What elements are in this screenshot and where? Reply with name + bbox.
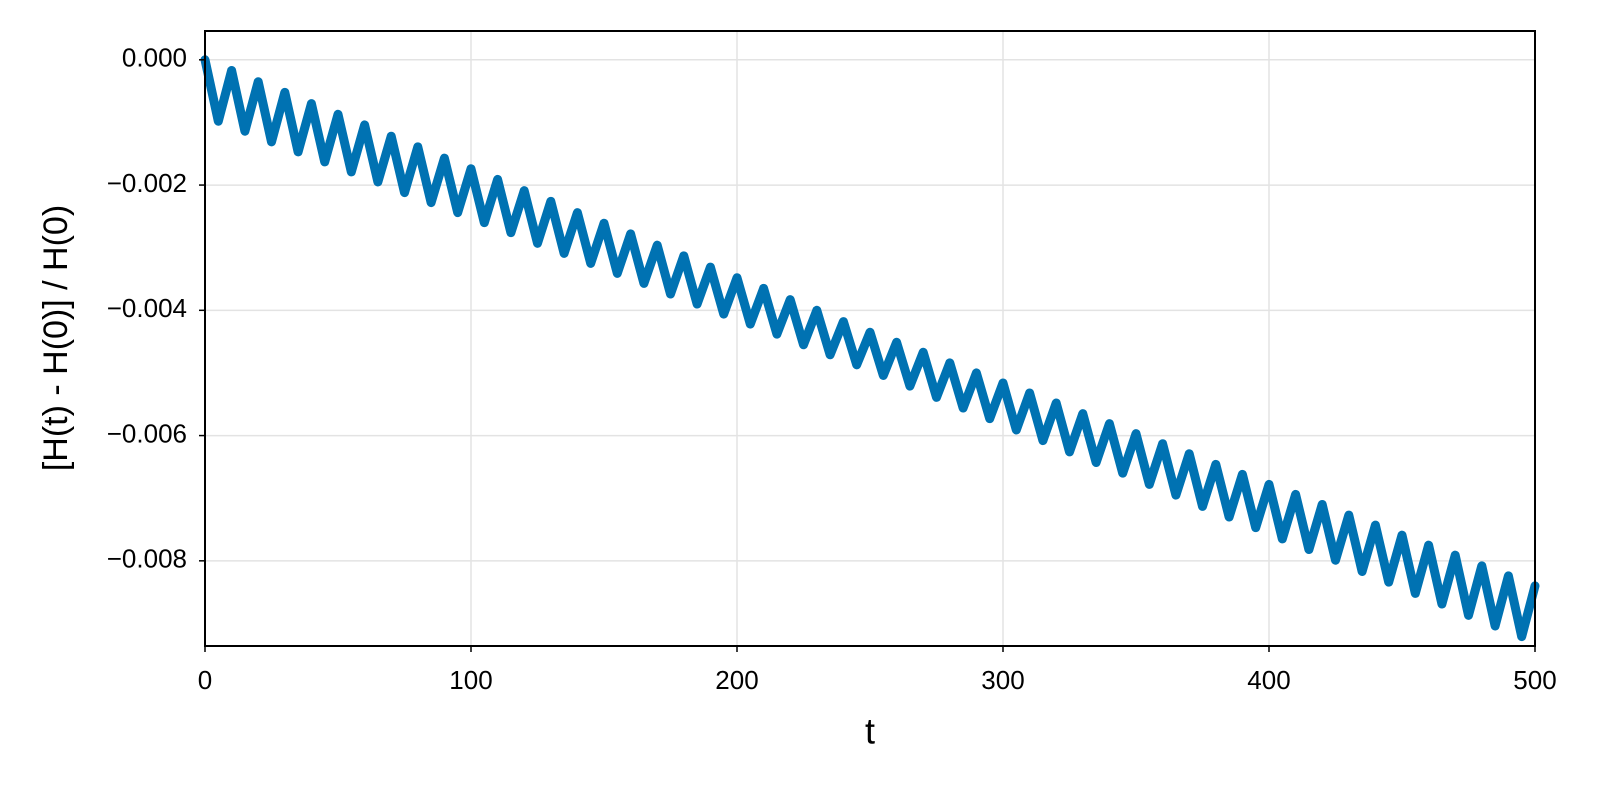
x-tick-label: 200 <box>715 665 758 695</box>
plot-frame <box>204 30 1536 647</box>
x-tick-label: 300 <box>981 665 1024 695</box>
y-tick-label: −0.002 <box>107 168 187 198</box>
x-tick-label: 500 <box>1513 665 1556 695</box>
y-axis-label: [H(t) - H(0)] / H(0) <box>37 205 75 471</box>
y-tick-label: 0.000 <box>122 43 187 73</box>
x-tick-label: 100 <box>449 665 492 695</box>
y-tick-label: −0.008 <box>107 544 187 574</box>
y-tick-label: −0.006 <box>107 418 187 448</box>
data-line <box>200 55 1540 642</box>
x-tick-label: 400 <box>1247 665 1290 695</box>
y-tick-label: −0.004 <box>107 293 187 323</box>
x-tick-label: 0 <box>198 665 212 695</box>
data-layer <box>200 55 1540 642</box>
x-axis-label: t <box>865 711 875 752</box>
